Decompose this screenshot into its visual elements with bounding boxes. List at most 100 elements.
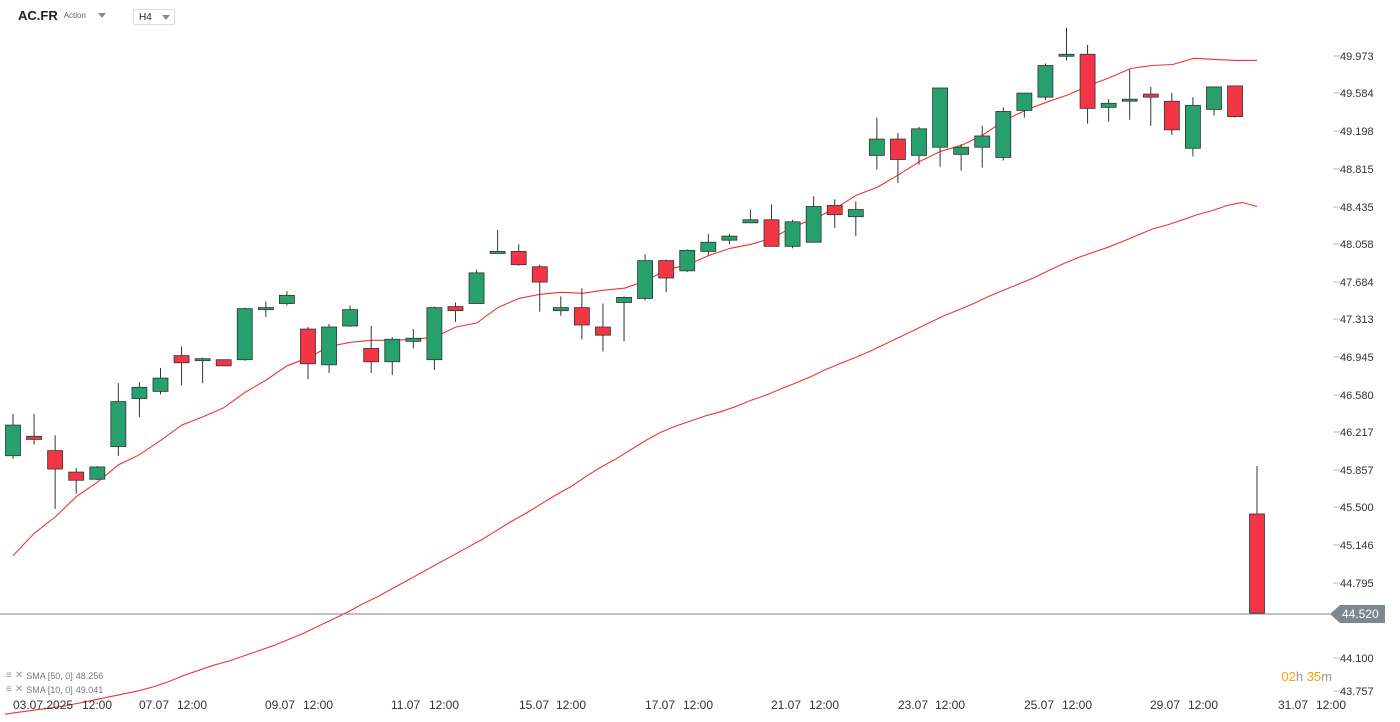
y-tick-label: 47.684	[1340, 277, 1374, 289]
chevron-down-icon[interactable]	[97, 13, 106, 18]
x-tick-label: 11.07	[391, 698, 420, 712]
candle-body	[573, 307, 590, 326]
countdown-hours: 02	[1281, 669, 1296, 684]
candle-body	[1249, 513, 1265, 614]
menu-icon[interactable]: ≡	[6, 684, 12, 695]
y-tick-label: 47.313	[1340, 314, 1374, 326]
candle-body	[110, 401, 127, 447]
candle-up	[152, 367, 169, 395]
candle-body	[932, 87, 948, 148]
candle-down	[1227, 85, 1243, 118]
y-tick-label: 46.217	[1340, 427, 1374, 439]
x-tick-label: 12:00	[429, 698, 459, 712]
candle-body	[131, 386, 148, 399]
indicator-sma-10[interactable]: ≡ ✕ SMA [10, 0] 49.041	[6, 684, 103, 695]
candle-body	[26, 435, 42, 440]
candle-body	[637, 260, 653, 299]
x-tick-label: 17.07	[645, 698, 675, 712]
countdown-m: m	[1321, 669, 1332, 684]
candle-body	[1079, 53, 1096, 109]
sma-10-line	[12, 57, 1257, 557]
candle-down	[595, 303, 611, 352]
candle-down	[1142, 86, 1159, 126]
x-tick-label: 12:00	[303, 698, 333, 712]
x-tick-label: 25.07	[1024, 698, 1054, 712]
candle-body	[1016, 92, 1033, 111]
x-tick-label: 12:00	[82, 698, 112, 712]
candle-up	[847, 201, 864, 237]
y-tick-label: 49.198	[1340, 126, 1374, 138]
countdown-h: h	[1295, 669, 1304, 684]
candle-body	[405, 337, 422, 342]
candle-body	[5, 424, 21, 457]
y-tick-label: 43.757	[1340, 686, 1374, 698]
timeframe-value: H4	[139, 11, 152, 23]
candle-down	[1163, 93, 1180, 135]
candle-up	[1016, 92, 1033, 118]
indicator-sma-50[interactable]: ≡ ✕ SMA [50, 0] 48.256	[6, 670, 103, 681]
candle-body	[68, 471, 85, 481]
close-icon[interactable]: ✕	[14, 670, 24, 681]
sma-lines	[4, 57, 1258, 715]
x-tick-label: 12:00	[809, 698, 839, 712]
candle-body	[1100, 102, 1117, 108]
candle-body	[89, 466, 106, 480]
candle-up	[405, 329, 422, 349]
candle-up	[236, 307, 253, 361]
x-tick-label: 12:00	[177, 698, 207, 712]
candle-up	[953, 144, 970, 171]
candle-up	[342, 305, 359, 328]
candle-down	[890, 132, 906, 183]
candle-body	[236, 308, 253, 361]
candle-body	[616, 296, 632, 303]
candle-body	[1058, 53, 1075, 57]
candle-up	[194, 357, 211, 384]
candle-body	[742, 219, 759, 224]
symbol-header[interactable]: AC.FR Action	[18, 8, 106, 23]
countdown-minutes: 35	[1306, 669, 1322, 684]
x-tick-label: 07.07	[139, 698, 169, 712]
indicator-label: SMA [10, 0]	[26, 684, 73, 695]
y-tick-label: 48.058	[1340, 239, 1374, 251]
candle-up	[552, 296, 569, 316]
candle-body	[152, 377, 169, 392]
candle-down	[26, 413, 42, 445]
x-tick-label: 12:00	[1062, 698, 1092, 712]
candle-body	[763, 219, 780, 247]
x-tick-label: 23.07	[898, 698, 928, 712]
candle-body	[173, 355, 190, 364]
candle-up	[721, 234, 738, 245]
y-tick-label: 46.945	[1340, 352, 1374, 364]
indicator-label: SMA [50, 0]	[26, 670, 73, 681]
y-tick-label: 44.795	[1340, 578, 1374, 590]
candle-up	[742, 209, 759, 224]
candle-up	[995, 107, 1012, 161]
candle-down	[826, 199, 843, 228]
y-tick-label: 44.100	[1340, 653, 1374, 665]
candle-up	[279, 291, 295, 306]
candle-body	[911, 128, 927, 156]
candle-body	[384, 338, 401, 363]
indicator-value: 48.256	[75, 670, 104, 681]
candle-body	[342, 309, 359, 327]
candle-body	[805, 206, 822, 243]
close-icon[interactable]: ✕	[14, 684, 24, 695]
candle-up	[868, 117, 885, 170]
candle-up	[426, 306, 443, 370]
candle-up	[384, 337, 401, 376]
y-tick-label: 49.584	[1340, 88, 1374, 100]
indicator-value: 49.041	[75, 684, 104, 695]
candle-body	[1206, 86, 1222, 110]
candle-body	[784, 221, 801, 247]
x-tick-label: 21.07	[771, 698, 801, 712]
candle-body	[447, 306, 464, 312]
candle-body	[47, 450, 64, 470]
timeframe-select[interactable]: H4	[133, 9, 175, 25]
x-tick-label: 12:00	[683, 698, 713, 712]
candle-up	[637, 254, 653, 301]
menu-icon[interactable]: ≡	[6, 670, 12, 681]
current-price-value: 44.520	[1342, 607, 1379, 621]
x-tick-label: 29.07	[1150, 698, 1180, 712]
candle-up	[5, 413, 21, 459]
